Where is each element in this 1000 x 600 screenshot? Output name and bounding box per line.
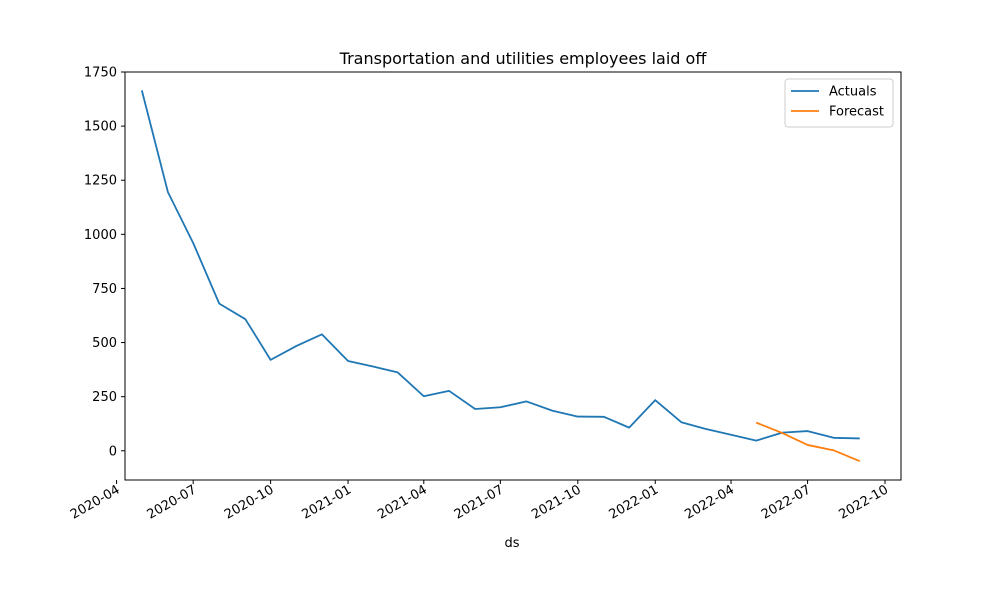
y-tick-label: 500 <box>92 336 117 351</box>
x-axis-label: ds <box>504 536 519 551</box>
y-tick-label: 0 <box>109 444 117 459</box>
legend-label-forecast: Forecast <box>829 105 884 120</box>
series-line-actuals <box>140 90 860 442</box>
y-tick-label: 1500 <box>84 120 117 135</box>
legend-label-actuals: Actuals <box>829 85 877 100</box>
series-line-forecast <box>755 421 861 463</box>
y-tick-label: 1250 <box>84 174 117 189</box>
plot-frame <box>124 71 902 481</box>
y-tick-label: 1750 <box>84 66 117 81</box>
y-tick-label: 250 <box>92 390 117 405</box>
chart-title: Transportation and utilities employees l… <box>339 49 708 68</box>
y-tick-label: 1000 <box>84 228 117 243</box>
y-tick-label: 750 <box>92 282 117 297</box>
